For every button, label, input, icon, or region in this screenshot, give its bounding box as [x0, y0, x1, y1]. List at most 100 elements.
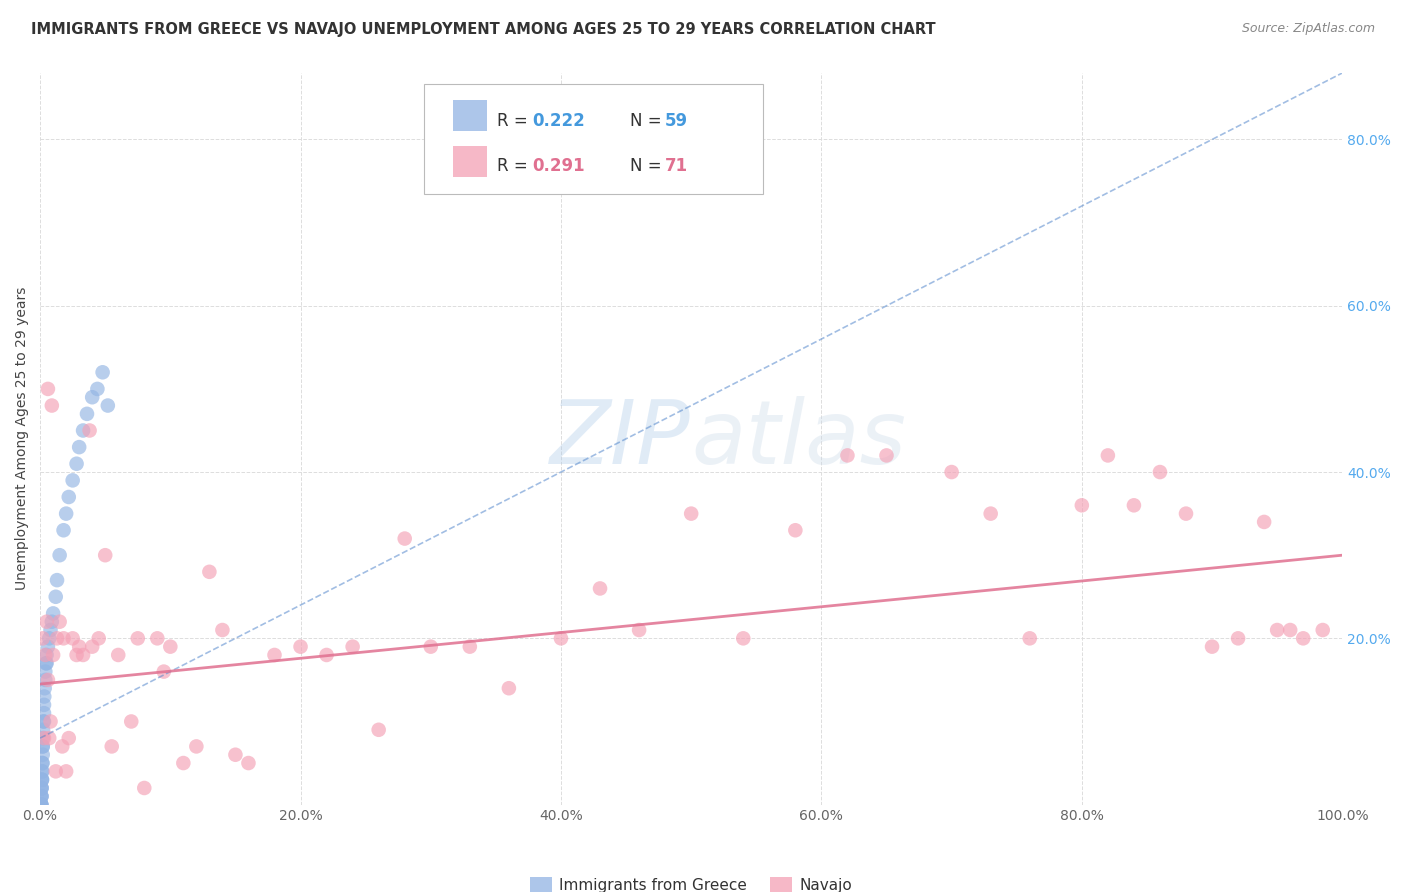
Legend: Immigrants from Greece, Navajo: Immigrants from Greece, Navajo [524, 871, 858, 892]
Point [52, 632, 75, 646]
Point [46, 632, 69, 646]
Point [38, 731, 60, 745]
Point [172, 756, 194, 770]
Point [35, 648, 58, 662]
Text: R =: R = [498, 157, 533, 176]
Text: Source: ZipAtlas.com: Source: ZipAtlas.com [1241, 22, 1375, 36]
Point [394, 532, 416, 546]
FancyBboxPatch shape [453, 101, 486, 131]
Point [31, 739, 53, 754]
Point [31, 772, 53, 787]
Point [79, 424, 101, 438]
Point [134, 780, 156, 795]
Point [31, 780, 53, 795]
Text: ZIP: ZIP [550, 396, 692, 482]
Point [39, 714, 62, 729]
Point [76, 407, 98, 421]
Text: atlas: atlas [692, 396, 905, 482]
Point [837, 449, 859, 463]
Point [34, 665, 56, 679]
Point [30, 797, 52, 812]
Point [211, 623, 233, 637]
Point [51, 739, 73, 754]
Point [32, 731, 55, 745]
Text: N =: N = [630, 157, 666, 176]
Point [263, 648, 285, 662]
Point [32, 723, 55, 737]
Point [1122, 498, 1144, 512]
Point [30, 797, 52, 812]
Point [127, 632, 149, 646]
Point [458, 640, 481, 654]
Text: 59: 59 [665, 112, 689, 129]
Point [94, 548, 117, 562]
Point [120, 714, 142, 729]
Point [30, 789, 52, 804]
Point [55, 507, 77, 521]
Point [419, 640, 441, 654]
Point [32, 698, 55, 712]
Point [52, 523, 75, 537]
Point [315, 648, 337, 662]
Point [32, 706, 55, 721]
Point [30, 780, 52, 795]
Point [45, 590, 67, 604]
Point [31, 739, 53, 754]
Point [224, 747, 246, 762]
Point [37, 640, 59, 654]
Point [342, 640, 364, 654]
Point [82, 390, 104, 404]
Point [785, 523, 807, 537]
Point [31, 756, 53, 770]
Point [876, 449, 898, 463]
Point [153, 665, 176, 679]
Point [67, 440, 90, 454]
Point [31, 764, 53, 779]
Point [1312, 623, 1334, 637]
Point [55, 764, 77, 779]
Point [367, 723, 389, 737]
Point [589, 582, 612, 596]
Point [30, 789, 52, 804]
Point [58, 490, 80, 504]
Point [30, 797, 52, 812]
Point [41, 615, 63, 629]
Point [198, 565, 221, 579]
Point [186, 739, 208, 754]
Point [628, 623, 651, 637]
Point [1018, 632, 1040, 646]
Point [45, 764, 67, 779]
Point [941, 465, 963, 479]
Point [1175, 507, 1198, 521]
Point [30, 797, 52, 812]
Point [1265, 623, 1288, 637]
Point [48, 615, 70, 629]
Point [159, 640, 181, 654]
Point [32, 714, 55, 729]
Point [46, 573, 69, 587]
Point [31, 632, 53, 646]
Point [62, 474, 84, 488]
Point [32, 731, 55, 745]
Point [1070, 498, 1092, 512]
Point [1149, 465, 1171, 479]
Point [30, 780, 52, 795]
Point [31, 772, 53, 787]
Point [31, 764, 53, 779]
Point [32, 690, 55, 704]
Point [65, 457, 87, 471]
Point [30, 789, 52, 804]
FancyBboxPatch shape [453, 146, 486, 177]
Point [30, 797, 52, 812]
Point [1279, 623, 1302, 637]
Point [42, 607, 65, 621]
Point [31, 747, 53, 762]
Point [35, 657, 58, 671]
Point [31, 772, 53, 787]
Point [35, 615, 58, 629]
Point [498, 681, 520, 696]
Point [980, 507, 1002, 521]
Point [34, 681, 56, 696]
Point [107, 648, 129, 662]
Point [1097, 449, 1119, 463]
